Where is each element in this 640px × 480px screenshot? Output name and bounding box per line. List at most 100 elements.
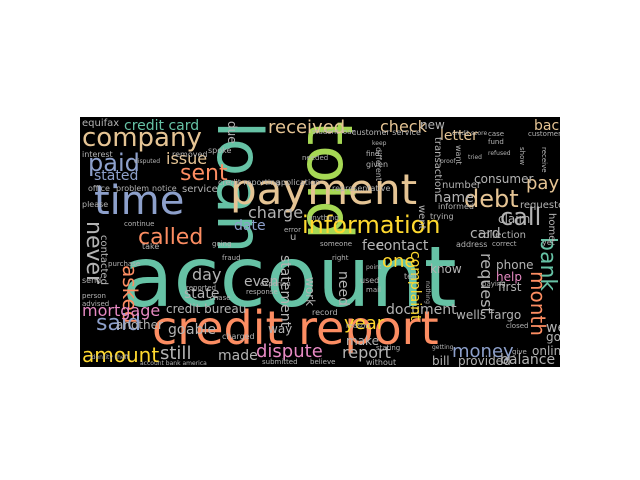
word-requested: requested xyxy=(520,200,560,211)
word-due: due xyxy=(225,121,239,144)
word-provided: provided xyxy=(458,354,511,367)
word-reported: reported xyxy=(186,284,217,292)
word-received: received xyxy=(268,117,346,138)
word-name: name xyxy=(434,190,474,206)
word-mortgage: mortgage xyxy=(82,301,161,320)
word-contact: contact xyxy=(376,238,429,254)
word-make: make xyxy=(346,334,379,348)
word-check: check xyxy=(380,117,427,136)
word-account: account xyxy=(122,228,457,326)
word-another: another xyxy=(116,318,163,332)
word-paying: paying xyxy=(482,280,506,288)
word-send: send xyxy=(82,276,102,285)
word-proof: proof xyxy=(440,158,456,165)
word-go: go xyxy=(168,322,186,338)
word-collection: collection xyxy=(478,230,526,241)
word-issue: issue xyxy=(166,149,208,168)
word-number: number xyxy=(442,180,482,191)
word-work: work xyxy=(303,277,317,307)
word-spoke: spoke xyxy=(208,146,232,155)
word-record: record xyxy=(312,308,338,317)
word-address: address xyxy=(456,240,488,249)
word-right: right xyxy=(332,254,349,262)
word-person: person xyxy=(82,292,106,300)
word-given: given xyxy=(366,160,389,169)
word-stated: stated xyxy=(94,168,139,184)
word-call: call xyxy=(500,203,542,231)
word-balance: balance xyxy=(500,352,556,367)
word-used: used xyxy=(360,276,380,285)
word-getting: getting xyxy=(432,344,454,351)
word-credit-card: credit card xyxy=(124,118,200,134)
word-day: day xyxy=(192,265,222,284)
word-paid: paid xyxy=(88,149,140,177)
word-credit-bureau: credit bureau xyxy=(166,302,247,316)
word-give: give xyxy=(512,348,527,356)
word-made: made xyxy=(218,348,258,364)
word-continue: continue xyxy=(124,220,155,228)
word-one: one xyxy=(382,251,416,272)
word-money: money xyxy=(452,341,514,362)
word-find: find xyxy=(366,150,380,158)
word-tried: tried xyxy=(468,154,482,161)
word-charged: charged xyxy=(222,332,255,341)
word-transaction: transaction xyxy=(432,137,443,194)
word-informed: informed xyxy=(438,202,474,211)
word-take: take xyxy=(142,242,160,251)
word-anything: anything xyxy=(308,214,339,222)
word-case: case xyxy=(488,130,505,138)
word-year: year xyxy=(344,313,385,334)
word-keep: keep xyxy=(372,140,387,147)
word-advised: advised xyxy=(82,300,110,308)
word-mail: mail xyxy=(366,286,381,294)
word-problem: problem xyxy=(116,184,150,193)
word-information: information xyxy=(302,211,441,239)
word-believe: believe xyxy=(310,358,336,366)
word-called: called xyxy=(138,225,204,250)
word-response: response xyxy=(246,288,278,296)
word-credit-report: credit report xyxy=(152,301,439,355)
word-service: service xyxy=(182,184,218,195)
word-letter: letter xyxy=(440,128,478,144)
word-submitted: submitted xyxy=(262,358,298,366)
word-removed: removed xyxy=(172,150,208,159)
word-purchase: purchase xyxy=(108,260,141,268)
word-online: online xyxy=(532,344,560,358)
word-way: way xyxy=(268,322,293,336)
word-trying: trying xyxy=(430,212,454,221)
word-new: new xyxy=(420,118,445,132)
word-identity-theft: identity theft xyxy=(90,354,130,361)
word-point: point xyxy=(366,264,382,271)
word-still: still xyxy=(160,343,192,364)
word-pay: pay xyxy=(526,173,560,194)
word-consumer: consumer xyxy=(474,172,534,186)
word-fee: fee xyxy=(362,238,385,254)
word-refused: refused xyxy=(488,150,511,157)
word-cloud: account credit report loan told payment time c… xyxy=(80,117,560,367)
word-first: first xyxy=(498,280,522,294)
word-report: report xyxy=(342,343,391,362)
word-month: month xyxy=(526,271,550,336)
word-account-bank-america: account bank america xyxy=(140,360,207,367)
word-document: document xyxy=(386,302,457,318)
word-sent: sent xyxy=(180,161,228,186)
word-correct: correct xyxy=(492,240,517,248)
word-help: help xyxy=(496,270,522,284)
word-please: please xyxy=(82,200,109,209)
word-reason: reason xyxy=(346,322,370,330)
word-well: well xyxy=(546,320,560,336)
word-even: even xyxy=(244,274,279,290)
word-back: back xyxy=(534,118,560,134)
word-charge: charge xyxy=(248,203,304,222)
word-fund: fund xyxy=(488,138,504,146)
word-said: said xyxy=(96,311,142,336)
word-credit-reporting: credit reporting xyxy=(218,178,281,187)
word-amount: amount xyxy=(82,343,160,367)
word-representative: representative xyxy=(332,184,391,193)
word-date: date xyxy=(234,218,266,234)
word-customer-service: customer service xyxy=(352,128,421,137)
word-card: card xyxy=(470,226,501,242)
word-without: without xyxy=(366,358,397,367)
word-equifax: equifax xyxy=(82,118,120,129)
word-stating: stating xyxy=(376,344,401,352)
